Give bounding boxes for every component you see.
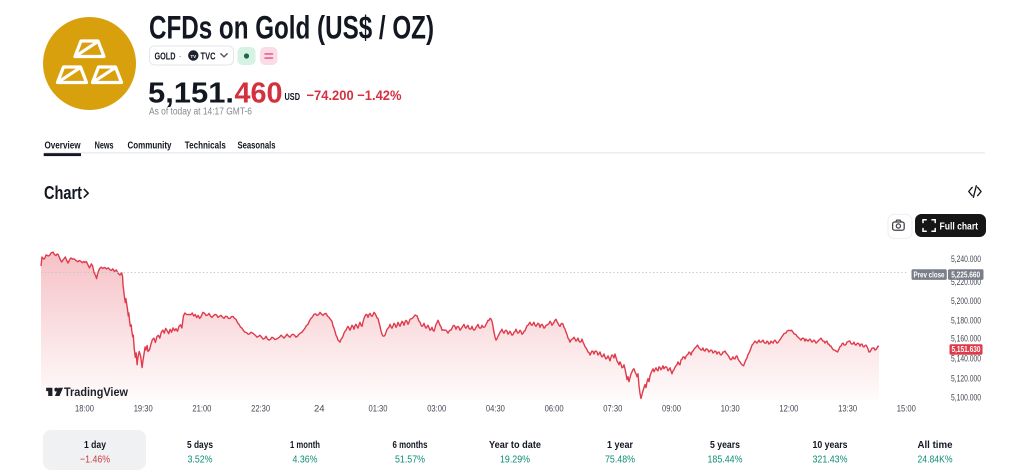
svg-text:Overview: Overview	[45, 140, 82, 152]
svg-text:Full chart: Full chart	[940, 220, 979, 232]
svg-text:24: 24	[314, 404, 325, 415]
svg-text:01:30: 01:30	[369, 404, 388, 415]
svg-text:1 year: 1 year	[607, 439, 633, 451]
svg-text:5,151.: 5,151.	[148, 78, 234, 110]
svg-text:CFDs on Gold (US$ / OZ): CFDs on Gold (US$ / OZ)	[149, 10, 434, 46]
svg-text:As of today at 14:17 GMT-6: As of today at 14:17 GMT-6	[149, 107, 252, 118]
svg-text:Seasonals: Seasonals	[238, 140, 276, 152]
svg-text:5,200.000: 5,200.000	[951, 296, 981, 307]
svg-text:06:00: 06:00	[545, 404, 564, 415]
svg-text:5,160.000: 5,160.000	[951, 333, 981, 344]
svg-text:185.44%: 185.44%	[708, 454, 743, 466]
svg-text:19.29%: 19.29%	[500, 454, 530, 466]
svg-text:All time: All time	[918, 439, 953, 451]
svg-text:5,180.000: 5,180.000	[951, 316, 981, 327]
svg-text:07:30: 07:30	[603, 404, 622, 415]
svg-text:Prev close: Prev close	[914, 270, 945, 279]
svg-text:03:00: 03:00	[427, 404, 446, 415]
svg-text:Community: Community	[128, 140, 172, 152]
svg-text:5,151.630: 5,151.630	[952, 345, 981, 354]
svg-text:10 years: 10 years	[813, 439, 848, 451]
svg-text:321.43%: 321.43%	[813, 454, 848, 466]
svg-text:15:00: 15:00	[897, 404, 916, 415]
svg-text:21:00: 21:00	[192, 404, 211, 415]
svg-text:460: 460	[235, 78, 283, 110]
svg-text:13:30: 13:30	[838, 404, 857, 415]
svg-text:6 months: 6 months	[393, 439, 428, 451]
svg-text:TV: TV	[190, 54, 197, 59]
svg-text:19:30: 19:30	[134, 404, 153, 415]
svg-text:5,120.000: 5,120.000	[951, 373, 981, 384]
svg-text:10:30: 10:30	[721, 404, 740, 415]
svg-text:News: News	[95, 140, 114, 152]
svg-text:GOLD: GOLD	[155, 52, 176, 63]
svg-text:04:30: 04:30	[486, 404, 505, 415]
svg-text:USD: USD	[285, 92, 301, 103]
svg-text:51.57%: 51.57%	[395, 454, 425, 466]
svg-text:12:00: 12:00	[779, 404, 798, 415]
svg-text:TVC: TVC	[201, 52, 216, 63]
svg-text:·: ·	[179, 51, 182, 62]
svg-text:5 years: 5 years	[710, 439, 740, 451]
svg-text:4.36%: 4.36%	[293, 454, 318, 466]
svg-text:Year to date: Year to date	[489, 439, 541, 451]
svg-text:3.52%: 3.52%	[188, 454, 213, 466]
svg-text:−74.200 −1.42%: −74.200 −1.42%	[307, 87, 403, 103]
svg-text:1 day: 1 day	[84, 439, 106, 451]
svg-text:TradingView: TradingView	[64, 387, 128, 399]
svg-text:5,225.660: 5,225.660	[951, 270, 980, 279]
svg-text:−1.46%: −1.46%	[80, 454, 110, 466]
svg-text:5,140.000: 5,140.000	[951, 353, 981, 364]
svg-text:75.48%: 75.48%	[605, 454, 635, 466]
svg-text:5,220.000: 5,220.000	[951, 277, 981, 288]
svg-text:Technicals: Technicals	[185, 140, 226, 152]
svg-text:09:00: 09:00	[662, 404, 681, 415]
svg-text:5,240.000: 5,240.000	[951, 254, 981, 265]
svg-text:1 month: 1 month	[290, 439, 320, 451]
svg-text:Chart: Chart	[44, 183, 82, 203]
svg-text:5 days: 5 days	[187, 439, 213, 451]
svg-text:5,100.000: 5,100.000	[951, 392, 981, 403]
svg-text:24.84K%: 24.84K%	[918, 454, 953, 466]
svg-text:18:00: 18:00	[75, 404, 94, 415]
svg-text:22:30: 22:30	[251, 404, 270, 415]
